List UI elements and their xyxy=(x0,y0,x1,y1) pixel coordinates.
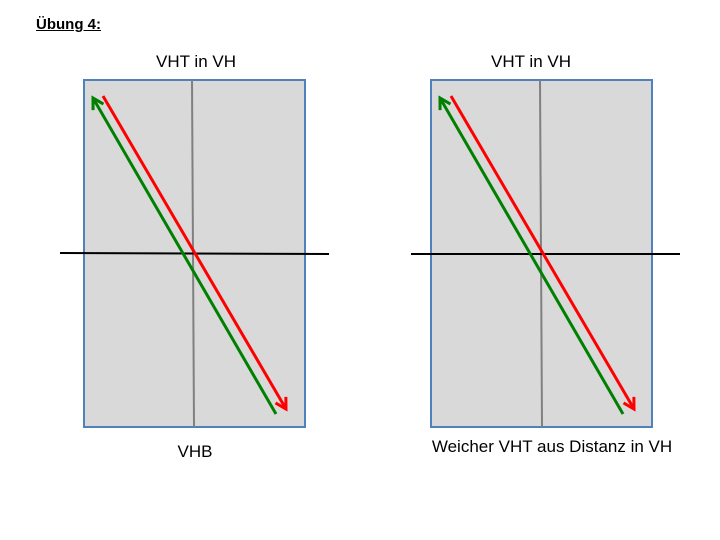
left-panel-top-caption: VHT in VH xyxy=(156,52,236,71)
left-panel xyxy=(59,79,330,428)
left-panel-green-arrow xyxy=(91,95,278,415)
right-panel-bottom-caption: Weicher VHT aus Distanz in VH xyxy=(431,437,673,456)
right-panel xyxy=(411,79,680,428)
left-panel-bottom-caption: VHB xyxy=(177,442,213,461)
exercise-heading: Übung 4: xyxy=(36,16,101,33)
right-panel-red-arrow xyxy=(449,95,636,412)
right-panel-green-arrow xyxy=(438,95,625,415)
left-panel-red-arrow xyxy=(101,95,288,412)
right-panel-top-caption: VHT in VH xyxy=(491,52,571,71)
